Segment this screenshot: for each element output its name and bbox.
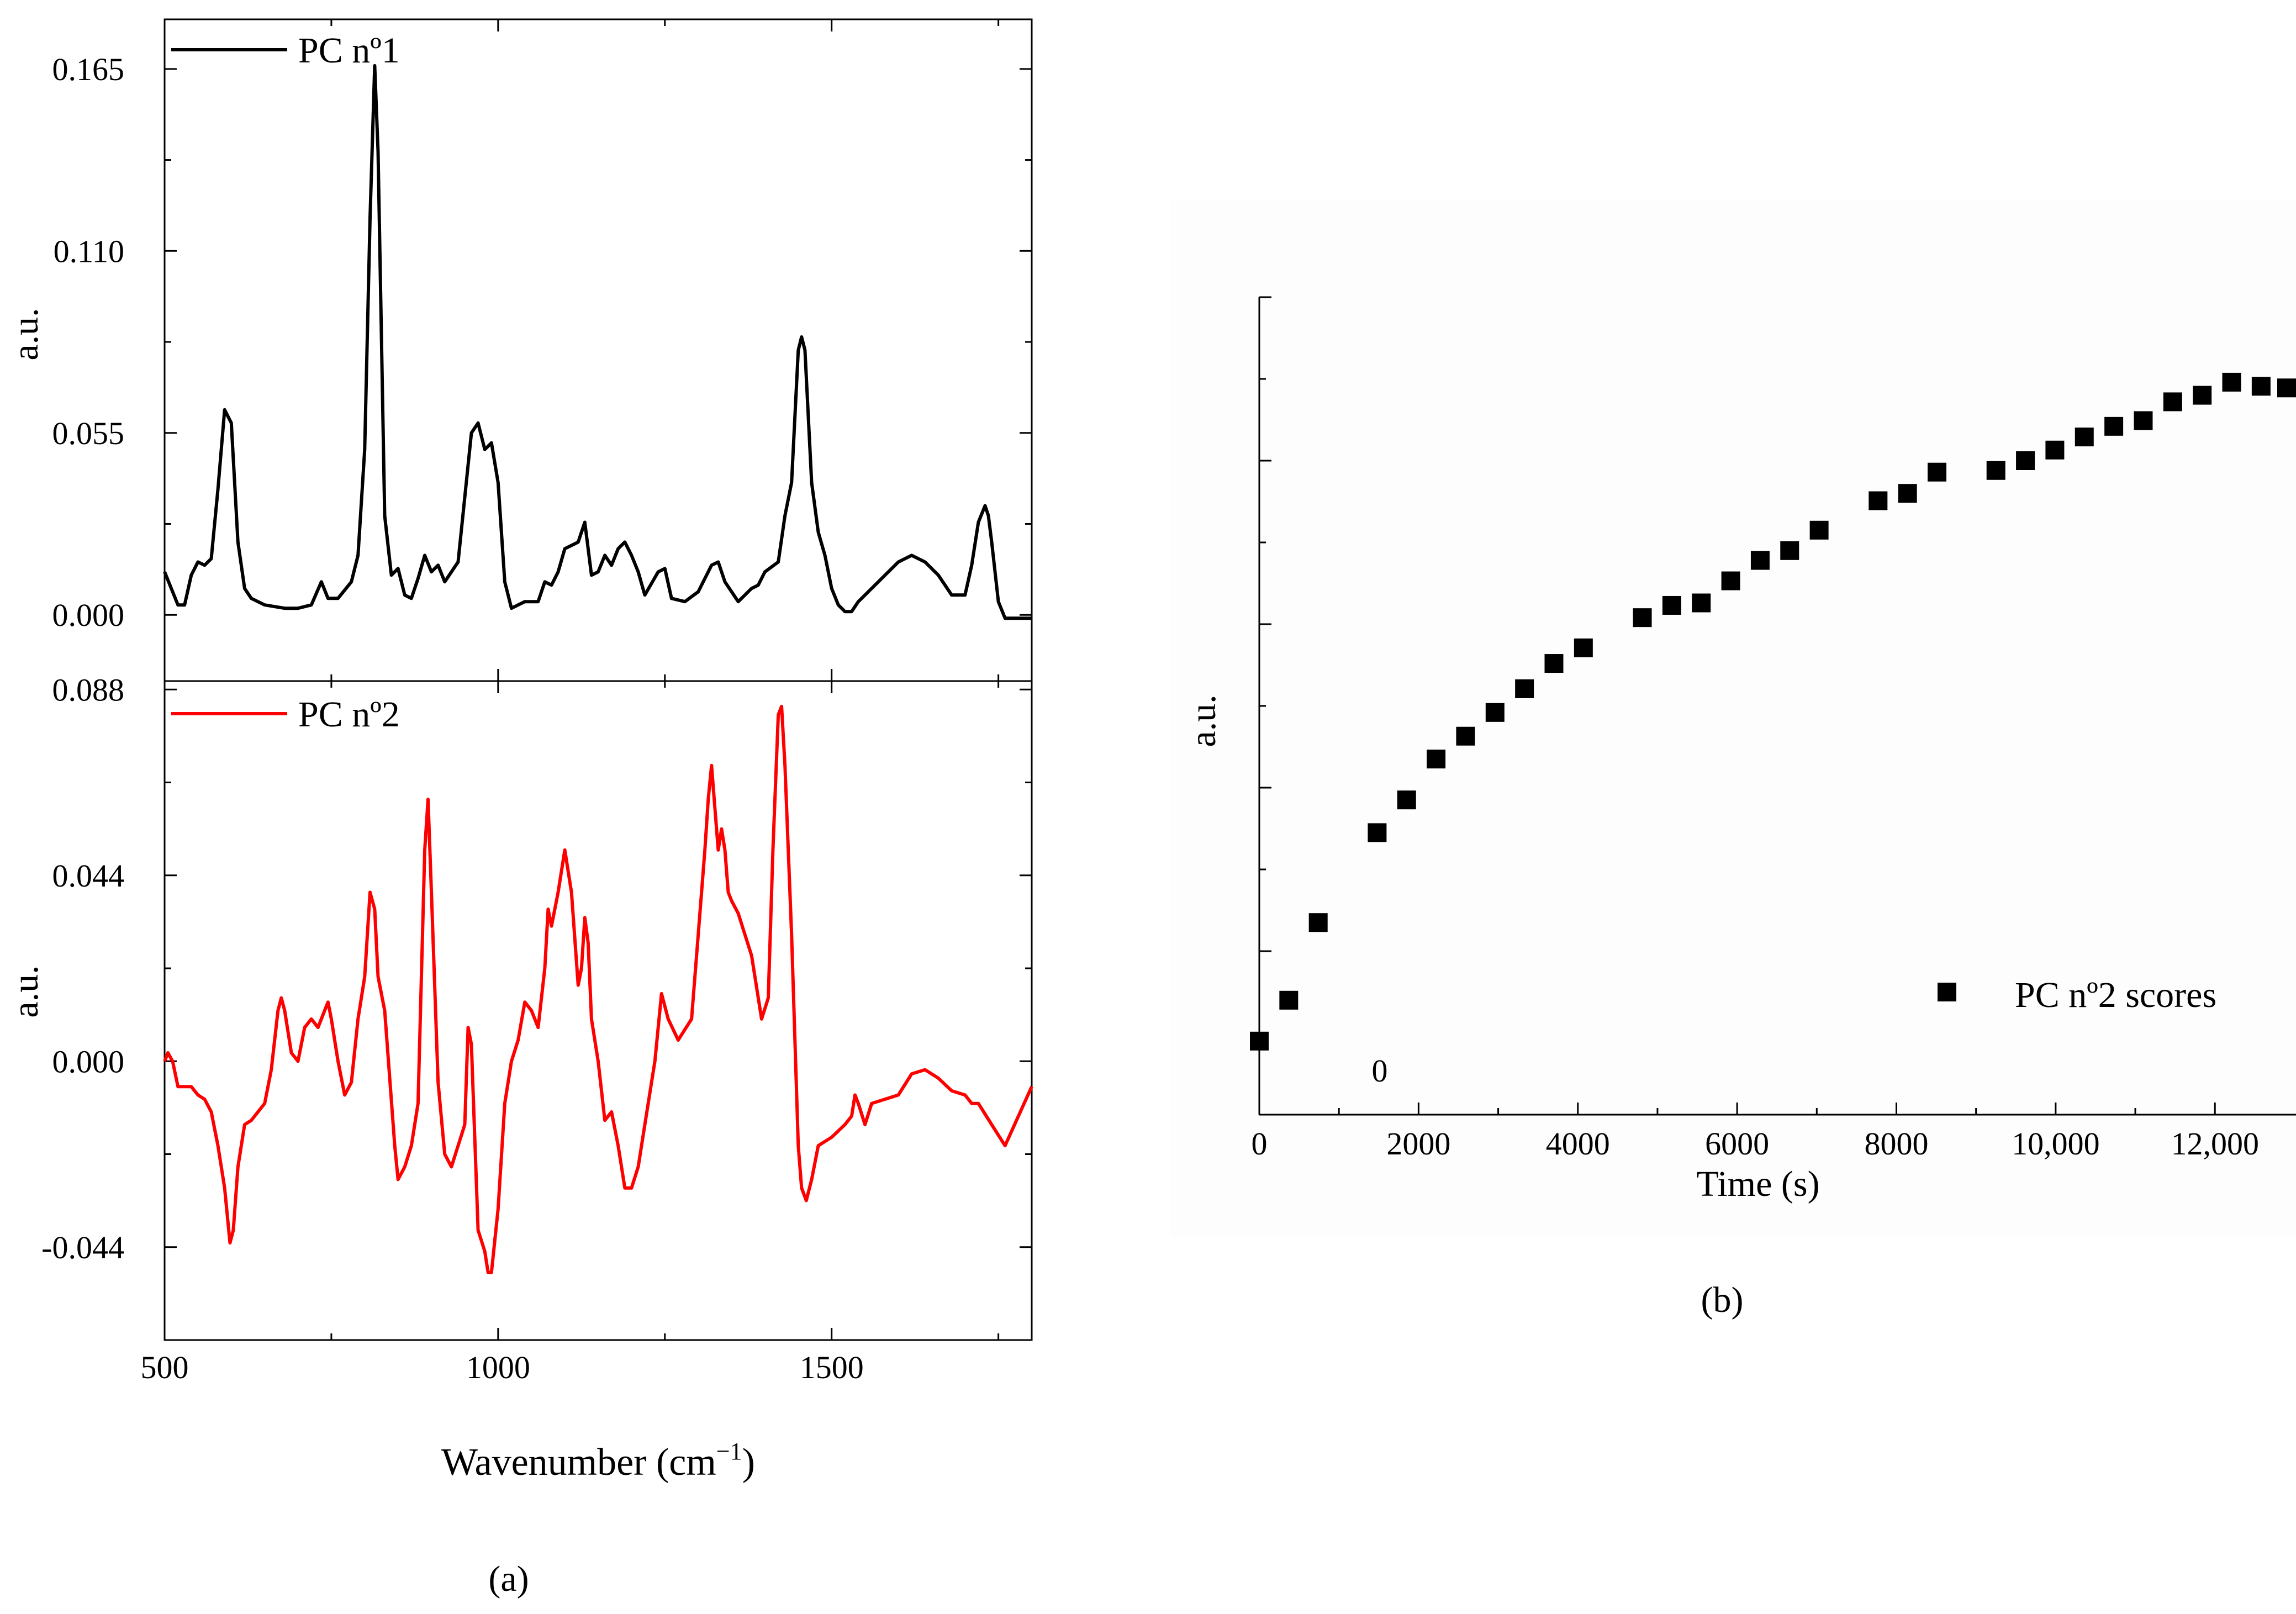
data-point bbox=[1368, 823, 1387, 842]
data-point bbox=[1986, 461, 2005, 480]
y-tick-label: -0.044 bbox=[41, 1230, 124, 1265]
data-point bbox=[1427, 750, 1446, 769]
data-point bbox=[1692, 593, 1711, 613]
chart-b-x-ticks: 0 2000 4000 6000 8000 10,000 12,000 bbox=[1252, 1103, 2259, 1162]
x-tick-label: 12,000 bbox=[2171, 1126, 2259, 1162]
data-point bbox=[1633, 608, 1652, 627]
data-point bbox=[1279, 990, 1299, 1010]
y-tick-label: 0.055 bbox=[52, 415, 125, 451]
data-point bbox=[1250, 1031, 1269, 1051]
data-point bbox=[2277, 378, 2296, 398]
y-tick-label: 0.000 bbox=[52, 597, 125, 633]
data-point bbox=[1485, 703, 1505, 722]
chart-a-top-x-ticks bbox=[163, 19, 1000, 681]
data-point bbox=[1515, 679, 1534, 698]
data-point bbox=[2222, 372, 2241, 392]
chart-a-bottom-x-ticks bbox=[163, 681, 1000, 1340]
chart-a: 0.000 0.055 0.110 0.165 PC nº1 a.u. -0.044 0… bbox=[6, 18, 1033, 1599]
chart-a-x-tick-labels: 500 1000 1500 bbox=[141, 1349, 864, 1385]
data-point bbox=[2104, 416, 2124, 436]
chart-a-bottom-y-ticks: -0.044 0.000 0.044 0.088 bbox=[41, 672, 1032, 1341]
panel-label-a: (a) bbox=[488, 1559, 529, 1599]
chart-a-top-y-ticks: 0.000 0.055 0.110 0.165 bbox=[52, 51, 1032, 633]
data-point bbox=[1721, 571, 1740, 590]
chart-a-x-label-exponent: −1 bbox=[716, 1438, 742, 1465]
chart-a-x-label-close: ) bbox=[742, 1441, 755, 1484]
x-tick-label: 1000 bbox=[466, 1349, 530, 1385]
data-point bbox=[2045, 440, 2065, 460]
data-point bbox=[1809, 520, 1829, 540]
data-point bbox=[1928, 462, 1947, 482]
chart-b-points bbox=[1250, 372, 2296, 1051]
data-point bbox=[1869, 491, 1888, 510]
pc1-series-line bbox=[163, 64, 1032, 620]
chart-a-bottom-y-label: a.u. bbox=[6, 965, 46, 1017]
chart-a-top: 0.000 0.055 0.110 0.165 PC nº1 a.u. bbox=[6, 18, 1033, 682]
data-point bbox=[2016, 451, 2035, 470]
x-tick-label: 500 bbox=[141, 1349, 189, 1385]
chart-b-zero-label: 0 bbox=[1372, 1053, 1388, 1089]
y-tick-label: 0.088 bbox=[52, 672, 125, 708]
x-tick-label: 1500 bbox=[800, 1349, 864, 1385]
pc1-legend-label: PC nº1 bbox=[298, 30, 400, 71]
chart-a-bottom-frame bbox=[163, 680, 1033, 1341]
x-tick-label: 8000 bbox=[1864, 1126, 1928, 1162]
data-point bbox=[1780, 541, 1799, 560]
data-point bbox=[2193, 386, 2212, 405]
chart-a-x-label: Wavenumber (cm−1) bbox=[441, 1438, 755, 1484]
chart-b-x-label: Time (s) bbox=[1696, 1164, 1819, 1204]
data-point bbox=[1574, 638, 1593, 657]
data-point bbox=[2075, 428, 2094, 447]
data-point bbox=[1308, 913, 1328, 932]
data-point bbox=[1544, 654, 1564, 673]
data-point bbox=[2251, 377, 2271, 396]
data-point bbox=[1397, 790, 1416, 810]
pc2-series-line bbox=[163, 704, 1033, 1274]
x-tick-label: 0 bbox=[1252, 1126, 1268, 1162]
pc2-legend-label: PC nº2 bbox=[298, 694, 400, 735]
y-tick-label: 0.165 bbox=[52, 51, 125, 87]
y-tick-label: 0.044 bbox=[52, 858, 125, 894]
chart-a-bottom: -0.044 0.000 0.044 0.088 PC nº2 a.u. bbox=[6, 672, 1033, 1341]
data-point bbox=[2163, 392, 2182, 412]
x-tick-label: 6000 bbox=[1705, 1126, 1769, 1162]
panel-label-b: (b) bbox=[1701, 1280, 1744, 1320]
chart-b-plot-area bbox=[1171, 199, 2296, 1237]
data-point bbox=[1750, 551, 1770, 570]
data-point bbox=[1898, 484, 1917, 503]
data-point bbox=[1662, 595, 1681, 615]
data-point bbox=[2134, 411, 2153, 430]
x-tick-label: 2000 bbox=[1386, 1126, 1450, 1162]
chart-b-y-label: a.u. bbox=[1183, 694, 1223, 747]
x-tick-label: 4000 bbox=[1546, 1126, 1610, 1162]
y-tick-label: 0.110 bbox=[54, 233, 124, 269]
chart-a-x-label-text: Wavenumber (cm bbox=[441, 1441, 716, 1484]
data-point bbox=[1456, 726, 1475, 746]
chart-b: 0 2000 4000 6000 8000 10,000 12,000 a.u. 0 PC … bbox=[1171, 199, 2296, 1320]
y-tick-label: 0.000 bbox=[52, 1043, 125, 1079]
x-tick-label: 10,000 bbox=[2012, 1126, 2100, 1162]
chart-b-legend-marker bbox=[1938, 983, 1956, 1001]
chart-b-legend-label: PC nº2 scores bbox=[2015, 975, 2216, 1015]
chart-a-top-y-label: a.u. bbox=[6, 308, 46, 360]
